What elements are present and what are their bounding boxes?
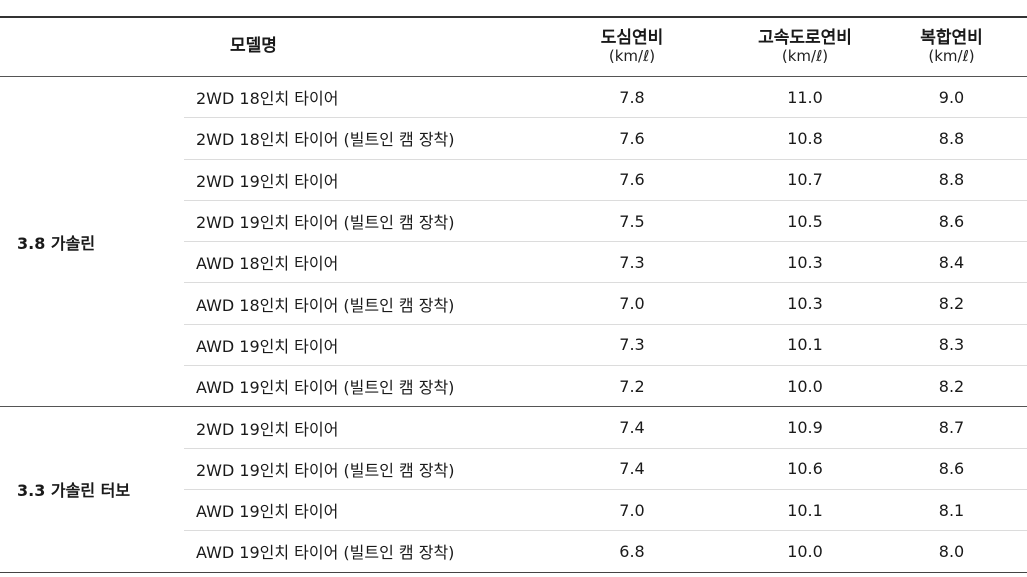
combined-mpg-cell: 8.2 (876, 365, 1027, 408)
table-row: AWD 19인치 타이어 (빌트인 캠 장착) 6.8 10.0 8.0 (0, 531, 1027, 572)
highway-mpg-cell: 10.0 (734, 365, 876, 408)
highway-mpg-cell: 10.6 (734, 448, 876, 490)
model-cell: AWD 19인치 타이어 (184, 489, 530, 532)
combined-mpg-cell: 8.6 (876, 448, 1027, 490)
combined-mpg-cell: 8.2 (876, 282, 1027, 325)
highway-mpg-cell: 10.7 (734, 159, 876, 201)
header-model: 모델명 (184, 17, 530, 77)
combined-mpg-cell: 8.4 (876, 241, 1027, 284)
table-row: 3.3 가솔린 터보 2WD 19인치 타이어 7.4 10.9 8.7 (0, 406, 1027, 500)
fuel-economy-table: 모델명 도심연비 (km/ℓ) 고속도로연비 (km/ℓ) 복합연비 (km/ℓ… (0, 16, 1027, 573)
combined-mpg-cell: 8.7 (876, 406, 1027, 449)
highway-mpg-cell: 10.9 (734, 406, 876, 449)
header-city-unit: (km/ℓ) (608, 47, 656, 66)
combined-mpg-cell: 8.6 (876, 200, 1027, 243)
city-mpg-cell: 7.0 (530, 489, 734, 532)
model-cell: AWD 18인치 타이어 (빌트인 캠 장착) (184, 282, 530, 325)
engine-group-label: 3.3 가솔린 터보 (17, 481, 131, 501)
model-cell: AWD 19인치 타이어 (빌트인 캠 장착) (196, 543, 455, 563)
highway-mpg-cell: 10.1 (734, 324, 876, 367)
header-group-blank (0, 17, 184, 77)
city-mpg-cell: 7.5 (530, 200, 734, 243)
table-row: AWD 18인치 타이어 7.3 10.3 8.4 (0, 241, 1027, 284)
combined-mpg-cell: 8.8 (876, 117, 1027, 160)
combined-mpg-cell: 9.0 (876, 76, 1027, 119)
table-row: 2WD 19인치 타이어 (빌트인 캠 장착) 7.4 10.6 8.6 (0, 448, 1027, 490)
highway-mpg-cell: 11.0 (734, 76, 876, 119)
table-row: AWD 19인치 타이어 (빌트인 캠 장착) 7.2 10.0 8.2 (0, 365, 1027, 408)
header-highway-unit: (km/ℓ) (781, 47, 829, 66)
highway-mpg-cell: 10.0 (787, 541, 823, 561)
table-row: 2WD 19인치 타이어 (빌트인 캠 장착) 7.5 10.5 8.6 (0, 200, 1027, 243)
model-cell: 2WD 19인치 타이어 (184, 159, 530, 201)
table-row: 2WD 19인치 타이어 7.6 10.7 8.8 (0, 159, 1027, 201)
city-mpg-cell: 7.6 (530, 159, 734, 201)
header-combined-unit: (km/ℓ) (928, 47, 975, 66)
highway-mpg-cell: 10.3 (734, 282, 876, 325)
city-mpg-cell: 7.4 (530, 406, 734, 449)
header-highway: 고속도로연비 (km/ℓ) (734, 17, 876, 77)
engine-group-label: 3.8 가솔린 (0, 76, 184, 408)
highway-mpg-cell: 10.1 (734, 489, 876, 532)
header-combined: 복합연비 (km/ℓ) (876, 17, 1027, 77)
highway-mpg-cell: 10.3 (734, 241, 876, 284)
city-mpg-cell: 7.3 (530, 241, 734, 284)
model-cell: 2WD 18인치 타이어 (빌트인 캠 장착) (184, 117, 530, 160)
model-cell: AWD 19인치 타이어 (184, 324, 530, 367)
model-cell: 2WD 18인치 타이어 (184, 76, 530, 119)
table-row: 2WD 18인치 타이어 (빌트인 캠 장착) 7.6 10.8 8.8 (0, 117, 1027, 160)
header-city-label: 도심연비 (600, 27, 664, 48)
model-cell: AWD 19인치 타이어 (빌트인 캠 장착) (184, 365, 530, 408)
combined-mpg-cell: 8.1 (876, 489, 1027, 532)
combined-mpg-cell: 8.8 (876, 159, 1027, 201)
city-mpg-cell: 7.4 (530, 448, 734, 490)
city-mpg-cell: 7.0 (530, 282, 734, 325)
city-mpg-cell: 7.2 (530, 365, 734, 408)
table-row: AWD 19인치 타이어 7.3 10.1 8.3 (0, 324, 1027, 367)
combined-mpg-cell: 8.3 (876, 324, 1027, 367)
model-cell: 2WD 19인치 타이어 (빌트인 캠 장착) (184, 448, 530, 490)
combined-mpg-cell: 8.0 (938, 541, 965, 561)
city-mpg-cell: 7.6 (530, 117, 734, 160)
model-cell: 2WD 19인치 타이어 (184, 406, 530, 449)
table-body: 3.8 가솔린 2WD 18인치 타이어 7.8 11.0 9.0 2WD 18인치 타이… (0, 76, 1027, 573)
city-mpg-cell: 6.8 (619, 541, 645, 561)
highway-mpg-cell: 10.8 (734, 117, 876, 160)
highway-mpg-cell: 10.5 (734, 200, 876, 243)
header-city: 도심연비 (km/ℓ) (530, 17, 734, 77)
table-row: AWD 19인치 타이어 7.0 10.1 8.1 (0, 489, 1027, 532)
header-highway-label: 고속도로연비 (758, 27, 852, 48)
header-combined-label: 복합연비 (920, 27, 983, 48)
table-row: AWD 18인치 타이어 (빌트인 캠 장착) 7.0 10.3 8.2 (0, 282, 1027, 325)
table-row: 3.8 가솔린 2WD 18인치 타이어 7.8 11.0 9.0 (0, 76, 1027, 408)
model-cell: 2WD 19인치 타이어 (빌트인 캠 장착) (184, 200, 530, 243)
city-mpg-cell: 7.3 (530, 324, 734, 367)
table-header: 모델명 도심연비 (km/ℓ) 고속도로연비 (km/ℓ) 복합연비 (km/ℓ… (0, 17, 1027, 77)
city-mpg-cell: 7.8 (530, 76, 734, 119)
model-cell: AWD 18인치 타이어 (184, 241, 530, 284)
